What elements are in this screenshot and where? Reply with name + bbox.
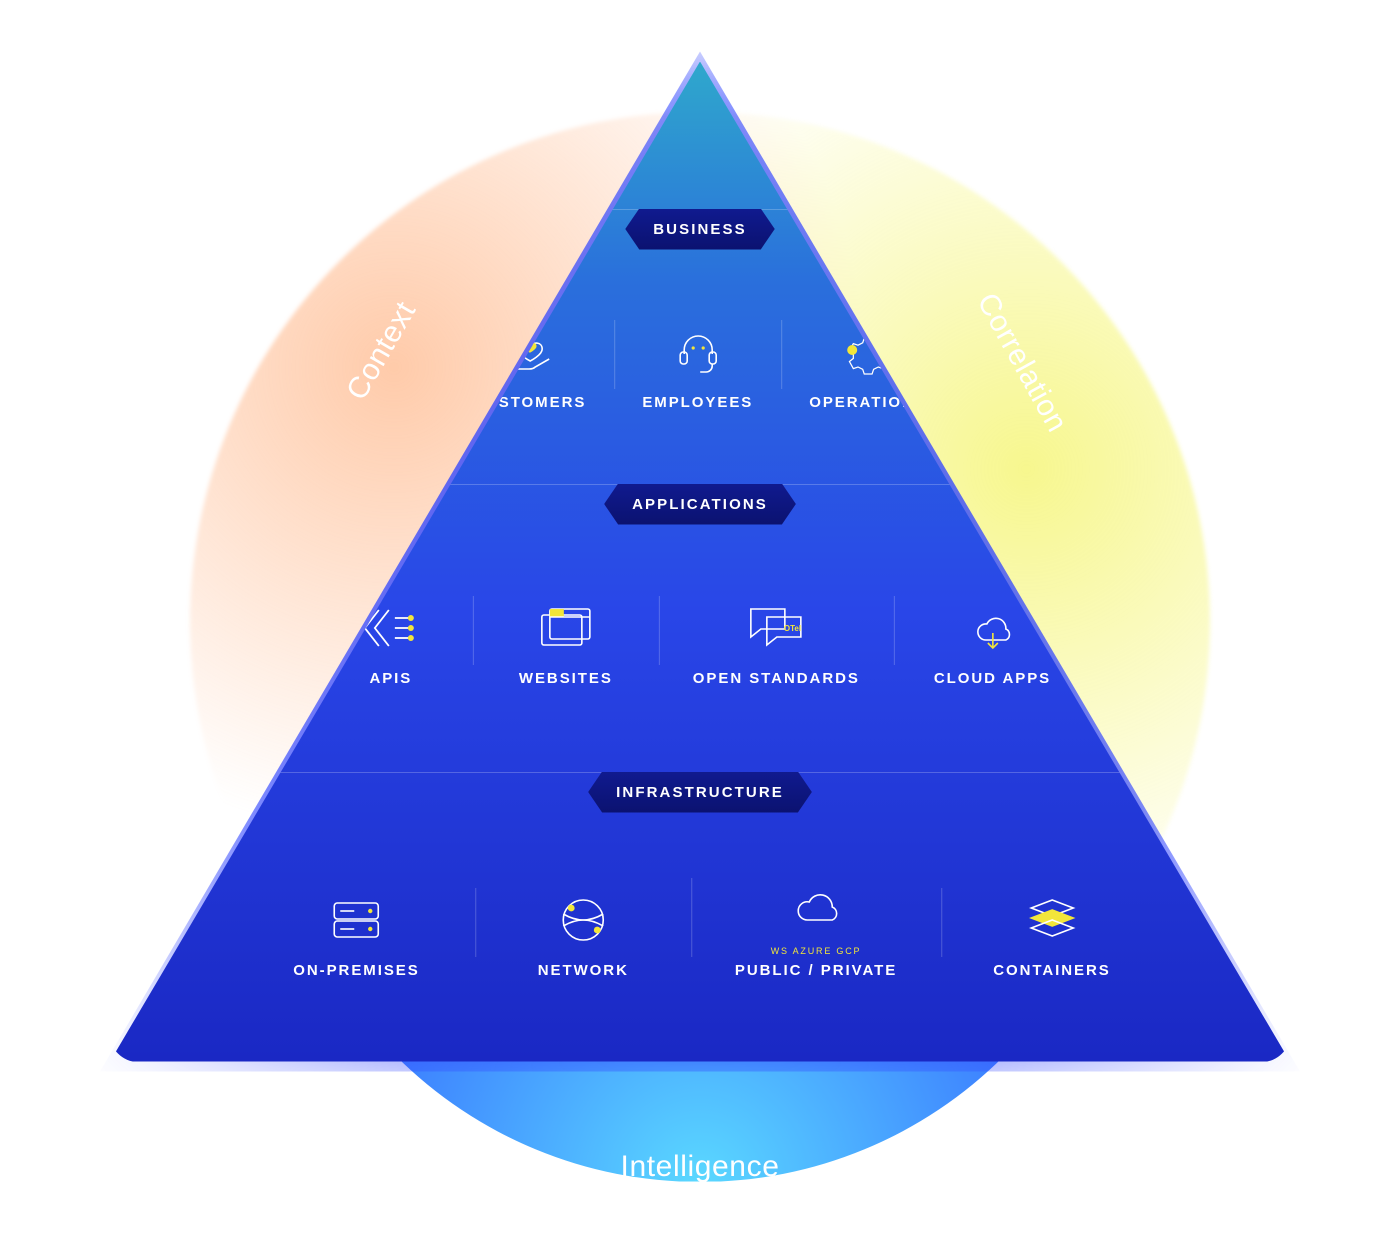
- item-label: APIS: [369, 670, 412, 687]
- item-on-premises: ON-PREMISES: [237, 892, 475, 979]
- item-public-private: WS AZURE GCP PUBLIC / PRIVATE: [691, 882, 941, 979]
- chat-otel-icon: OTel: [740, 600, 812, 656]
- diagram-stage: BUSINESS APPLICATIONS INFRASTRUCTURE CUS…: [80, 52, 1320, 1202]
- triangle: BUSINESS APPLICATIONS INFRASTRUCTURE CUS…: [110, 62, 1290, 1062]
- gear-dot-icon: [832, 324, 904, 380]
- item-websites: WEBSITES: [473, 600, 659, 687]
- item-apis: APIS: [309, 600, 473, 687]
- heart-hand-icon: [494, 324, 566, 380]
- tier-badge-infrastructure: INFRASTRUCTURE: [588, 772, 812, 813]
- otel-badge-text: OTel: [784, 624, 801, 633]
- headset-bot-icon: [662, 324, 734, 380]
- item-label: OPEN STANDARDS: [693, 670, 860, 687]
- tier-badge-applications: APPLICATIONS: [604, 484, 796, 525]
- globe-nodes-icon: [547, 892, 619, 948]
- tier-badge-business: BUSINESS: [625, 209, 775, 250]
- bottom-label-intelligence: Intelligence: [621, 1150, 780, 1184]
- tier-1-row: CUSTOMERS EMPLOYEES: [445, 324, 955, 411]
- tier-2-row: APIS WEBSITES: [309, 600, 1091, 687]
- item-employees: EMPLOYEES: [614, 324, 781, 411]
- item-label: PUBLIC / PRIVATE: [735, 962, 897, 979]
- cloud-logos-icon: [780, 882, 852, 938]
- item-label: CLOUD APPS: [934, 670, 1051, 687]
- cloud-providers-sublabel: WS AZURE GCP: [771, 946, 862, 956]
- item-containers: CONTAINERS: [941, 892, 1163, 979]
- item-label: CONTAINERS: [993, 962, 1111, 979]
- item-label: EMPLOYEES: [642, 394, 753, 411]
- containers-stack-icon: [1016, 892, 1088, 948]
- item-label: ON-PREMISES: [293, 962, 419, 979]
- server-icon: [320, 892, 392, 948]
- item-label: WEBSITES: [519, 670, 613, 687]
- item-label: CUSTOMERS: [473, 394, 586, 411]
- item-operations: OPERATIONS: [781, 324, 955, 411]
- item-network: NETWORK: [476, 892, 691, 979]
- item-customers: CUSTOMERS: [445, 324, 614, 411]
- item-open-standards: OTel OPEN STANDARDS: [659, 600, 894, 687]
- cloud-down-icon: [956, 600, 1028, 656]
- browser-tabs-icon: [530, 600, 602, 656]
- item-label: NETWORK: [538, 962, 629, 979]
- tier-3-row: ON-PREMISES NETWORK: [237, 882, 1163, 979]
- triangle-fill: BUSINESS APPLICATIONS INFRASTRUCTURE CUS…: [110, 62, 1290, 1062]
